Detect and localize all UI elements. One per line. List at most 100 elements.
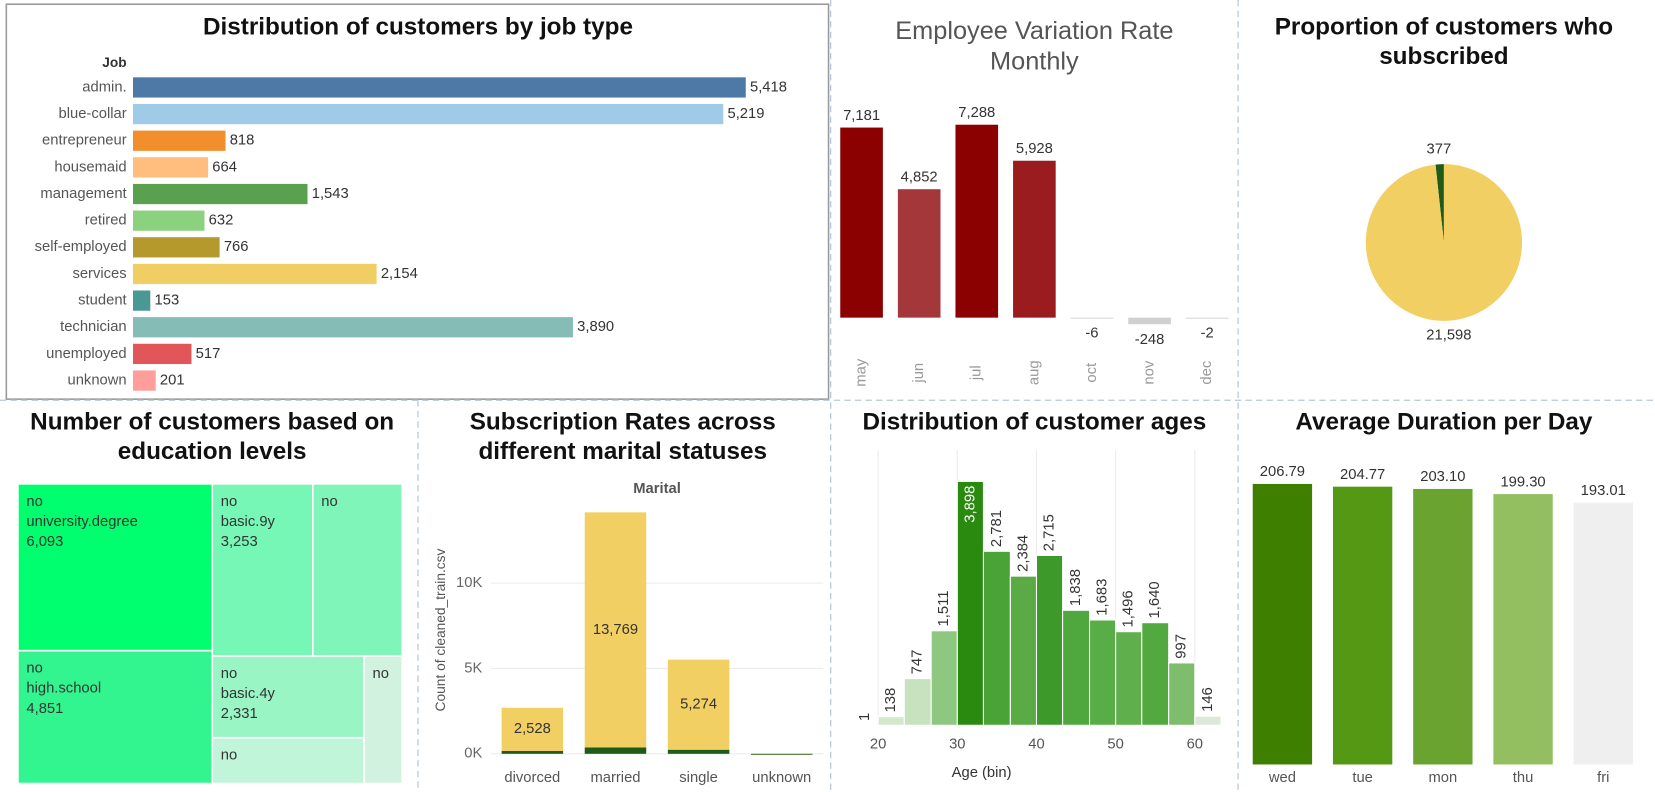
bar	[132, 183, 308, 205]
value-label: 2,154	[381, 266, 418, 282]
value-label: 5,219	[727, 106, 764, 122]
cell-label: basic.4y	[221, 686, 276, 702]
value-label: 2,384	[1015, 535, 1031, 572]
category-label: management	[40, 186, 126, 202]
value-label: 5,928	[1016, 141, 1053, 157]
y-tick-label: 5K	[464, 660, 482, 676]
histogram-bar	[930, 630, 958, 726]
treemap-cell	[312, 483, 403, 657]
bar	[1493, 494, 1553, 765]
value-label: 632	[209, 213, 234, 229]
value-label: 997	[1174, 634, 1190, 659]
cell-label: no	[26, 494, 42, 510]
value-label: 1,640	[1147, 581, 1163, 618]
value-label: 21,598	[1426, 327, 1471, 343]
value-label: 204.77	[1340, 467, 1385, 483]
histogram-bar	[1035, 554, 1064, 726]
x-tick-label: aug	[1026, 360, 1042, 385]
value-label: 5,274	[680, 697, 717, 713]
category-label: retired	[85, 213, 127, 229]
bar	[1013, 160, 1056, 318]
value-label: 1,543	[312, 186, 349, 202]
histogram-bar	[956, 480, 984, 726]
bar	[132, 157, 209, 178]
category-label: blue-collar	[59, 106, 127, 122]
value-label: 13,769	[593, 622, 638, 638]
bar	[1332, 486, 1393, 765]
value-label: -248	[1135, 332, 1165, 348]
histogram-bar	[1141, 622, 1170, 726]
x-tick-label: divorced	[504, 770, 560, 786]
value-label: 203.10	[1420, 469, 1465, 485]
axis-title: Job	[102, 55, 126, 70]
category-label: services	[72, 266, 126, 282]
bar	[132, 370, 156, 391]
cell-label: no	[26, 661, 42, 677]
value-label: 138	[883, 688, 899, 713]
category-label: entrepreneur	[42, 133, 127, 149]
histogram-bar	[1009, 575, 1038, 726]
bar	[132, 317, 573, 338]
value-label: 5,418	[750, 79, 787, 95]
value-label: 2,715	[1041, 514, 1057, 551]
value-label: 3,890	[577, 319, 614, 335]
cell-label: no	[221, 494, 237, 510]
x-tick-label: single	[679, 770, 718, 786]
histogram-bar	[1168, 662, 1196, 726]
category-label: housemaid	[54, 159, 126, 175]
cell-label: 2,331	[221, 706, 258, 722]
chart-title: Subscription Rates across different marit…	[470, 409, 776, 465]
value-label: 199.30	[1500, 474, 1545, 490]
x-tick-label: 50	[1107, 736, 1123, 752]
x-tick-label: 30	[949, 736, 965, 752]
x-tick-label: wed	[1268, 770, 1296, 786]
cell-label: university.degree	[26, 514, 137, 530]
x-tick-label: jul	[969, 365, 985, 381]
histogram-bar	[1062, 609, 1091, 726]
bar	[132, 237, 220, 258]
x-tick-label: fri	[1597, 770, 1609, 786]
x-tick-label: may	[853, 358, 869, 387]
pie-slice	[1365, 164, 1523, 321]
bar-segment	[667, 659, 730, 750]
bar	[132, 210, 205, 231]
treemap-cell	[211, 655, 365, 739]
x-tick-label: thu	[1513, 770, 1534, 786]
cell-label: no	[373, 666, 389, 682]
histogram-bar	[1088, 619, 1117, 726]
category-label: self-employed	[35, 239, 127, 255]
x-tick-label: tue	[1352, 770, 1373, 786]
cell-label: no	[321, 494, 337, 510]
x-tick-label: dec	[1199, 360, 1215, 384]
histogram-bar	[903, 678, 932, 726]
cell-label: basic.9y	[221, 514, 276, 530]
x-tick-label: 40	[1028, 736, 1044, 752]
x-tick-label: unknown	[752, 770, 811, 786]
x-tick-label: 60	[1187, 736, 1203, 752]
cell-label: 6,093	[26, 534, 63, 550]
value-label: 517	[196, 346, 221, 362]
bar	[1128, 317, 1171, 325]
bar	[132, 263, 377, 285]
category-label: technician	[60, 319, 127, 335]
cell-label: no	[221, 666, 237, 682]
value-label: 153	[155, 293, 180, 309]
histogram-bar	[982, 550, 1011, 726]
bar	[1070, 317, 1114, 319]
bar	[1252, 483, 1313, 765]
bar	[132, 343, 192, 365]
bar	[132, 103, 724, 125]
treemap-cell	[363, 655, 403, 785]
bar-segment	[501, 707, 564, 751]
selected-panel-border	[5, 3, 830, 400]
x-tick-label: jun	[911, 363, 927, 384]
x-tick-label: mon	[1428, 770, 1457, 786]
value-label: 193.01	[1581, 483, 1626, 499]
bar	[897, 189, 941, 318]
x-tick-label: married	[590, 770, 640, 786]
category-label: student	[78, 293, 126, 309]
value-label: 7,288	[958, 105, 995, 121]
chart-title: Average Duration per Day	[1295, 409, 1593, 436]
